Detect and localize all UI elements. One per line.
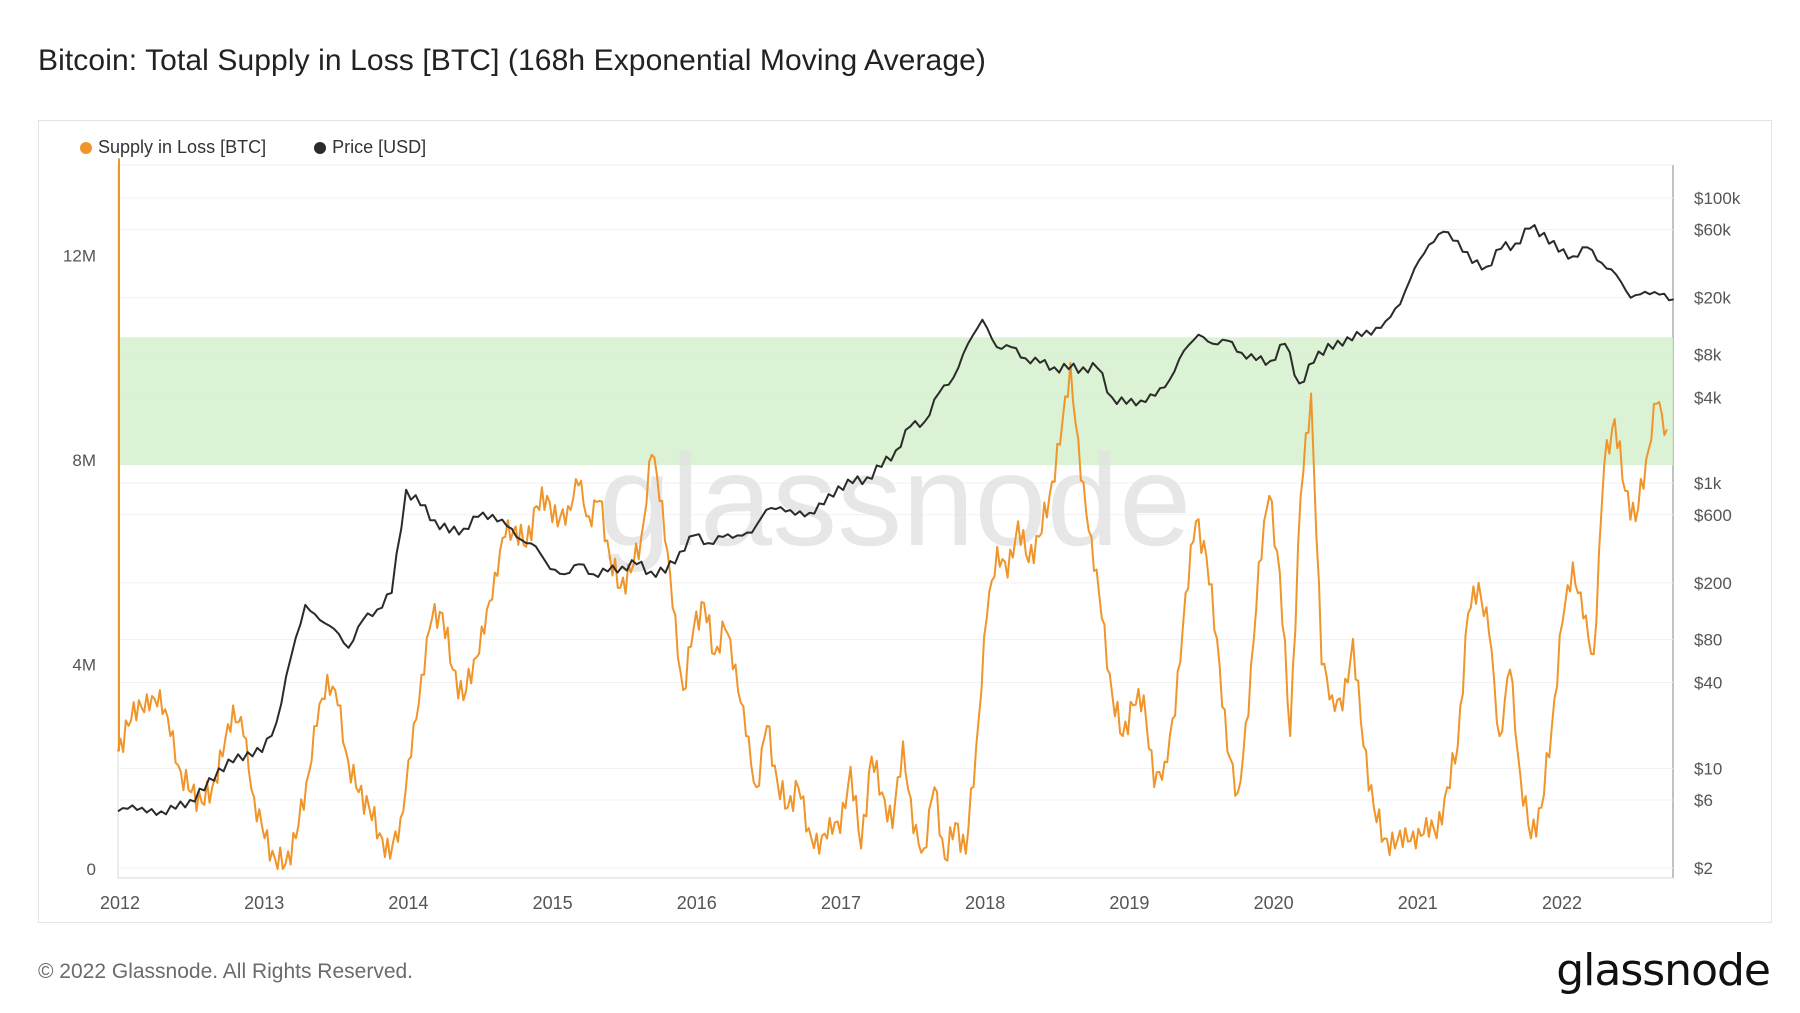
chart-panel <box>38 120 1772 923</box>
chart-legend: Supply in Loss [BTC] Price [USD] <box>80 137 426 158</box>
legend-label-supply: Supply in Loss [BTC] <box>98 137 267 157</box>
chart-title: Bitcoin: Total Supply in Loss [BTC] (168… <box>38 44 986 77</box>
copyright-text: © 2022 Glassnode. All Rights Reserved. <box>38 960 414 983</box>
legend-item-price[interactable]: Price [USD] <box>314 137 426 158</box>
legend-item-supply[interactable]: Supply in Loss [BTC] <box>80 137 266 158</box>
legend-label-price: Price [USD] <box>332 137 427 157</box>
legend-dot-price <box>314 141 327 154</box>
glassnode-logo: glassnode <box>1556 945 1771 996</box>
legend-dot-supply <box>80 141 92 154</box>
